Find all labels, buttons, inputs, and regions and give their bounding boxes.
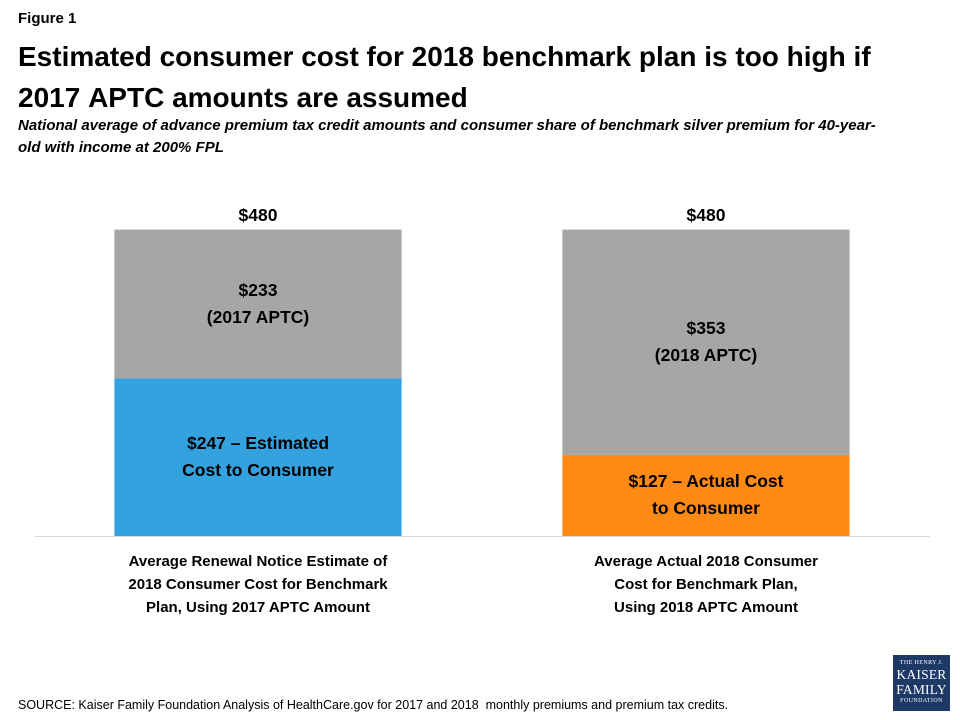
category-label-1: Average Renewal Notice Estimate of 2018 … (128, 553, 388, 616)
figure-label: Figure 1 (18, 10, 77, 27)
total-label-bar-2: $480 (686, 204, 726, 225)
kff-logo: THE HENRY J. KAISER FAMILY FOUNDATION (893, 655, 950, 711)
stacked-bar-chart: $247 – Estimated Cost to Consumer $233 (2… (0, 150, 960, 630)
data-label-bar-2-segment-2: $353 (2018 APTC) (654, 318, 758, 366)
logo-text-family: FAMILY (896, 682, 947, 697)
data-label-bar-1-segment-2: $233 (2017 APTC) (206, 279, 310, 327)
chart-subtitle: National average of advance premium tax … (18, 117, 876, 156)
category-label-2: Average Actual 2018 Consumer Cost for Be… (594, 553, 818, 616)
logo-text-foundation: FOUNDATION (900, 698, 943, 704)
bar-2-segment-2 (562, 229, 850, 455)
total-label-bar-1: $480 (238, 204, 278, 225)
logo-text-the-henry-j: THE HENRY J. (899, 660, 944, 666)
source-note: SOURCE: Kaiser Family Foundation Analysi… (18, 698, 729, 712)
data-label-bar-1-segment-1: $247 – Estimated Cost to Consumer (182, 433, 334, 481)
logo-text-kaiser: KAISER (896, 667, 947, 682)
bar-1-segment-2 (114, 229, 402, 379)
chart-plot-area (35, 229, 930, 537)
bar-2-segment-1 (562, 454, 850, 536)
bar-1-segment-1 (114, 378, 402, 536)
chart-title: Estimated consumer cost for 2018 benchma… (18, 41, 871, 113)
data-label-bar-2-segment-1: $127 – Actual Cost to Consumer (628, 471, 784, 519)
